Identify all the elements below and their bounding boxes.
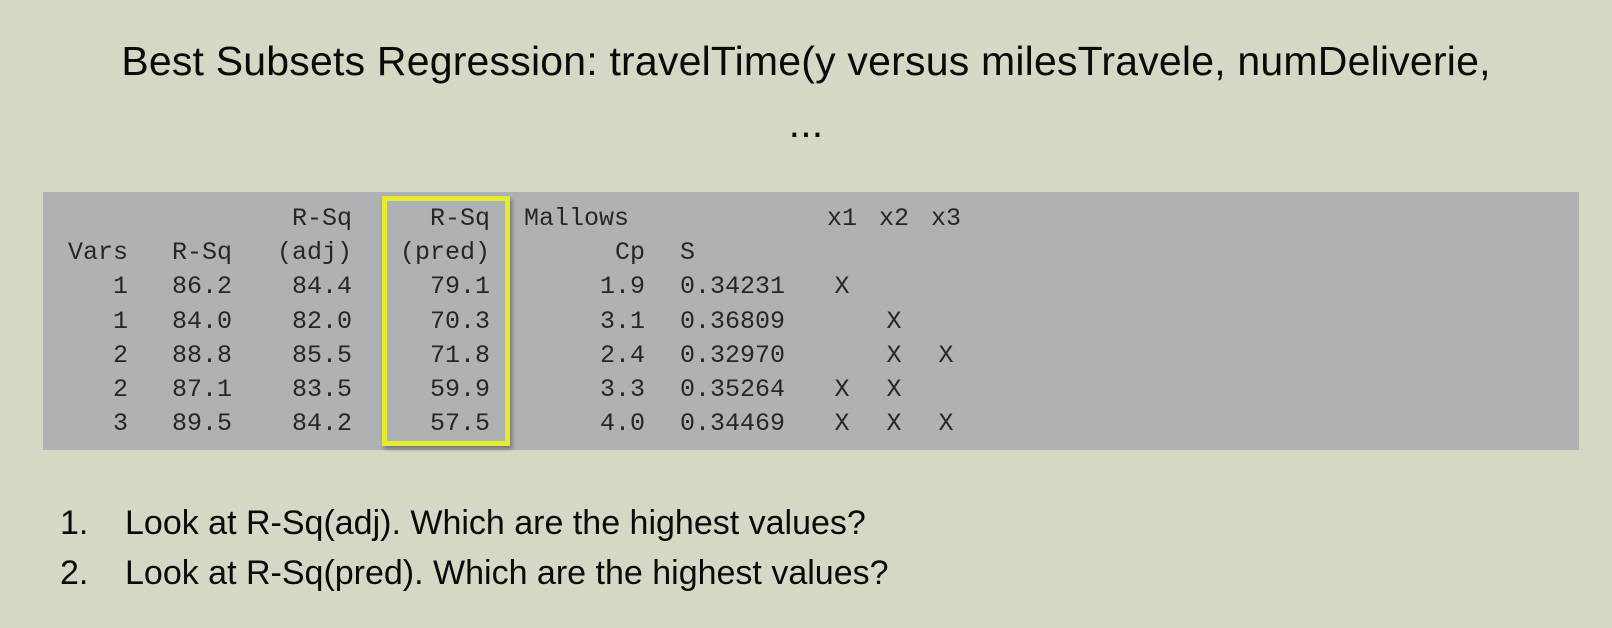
cell-x2 bbox=[874, 270, 914, 304]
cell-vars: 3 bbox=[112, 409, 128, 438]
cell-vars: 2 bbox=[112, 341, 128, 370]
cell-s: 0.32970 bbox=[680, 341, 786, 370]
cell-x2: X bbox=[886, 307, 902, 336]
cell-x3: X bbox=[938, 409, 954, 438]
cell-x3 bbox=[926, 270, 966, 304]
cell-x2: X bbox=[886, 341, 902, 370]
cell-x3 bbox=[926, 305, 966, 339]
cell-x1 bbox=[822, 339, 862, 373]
header-x1: x1 bbox=[826, 204, 857, 233]
cell-rsq: 84.0 bbox=[171, 307, 232, 336]
cell-x1: X bbox=[834, 409, 850, 438]
page-title: Best Subsets Regression: travelTime(y ve… bbox=[0, 30, 1612, 154]
header-x2: x2 bbox=[878, 204, 909, 233]
cell-rsq-adj: 84.4 bbox=[291, 272, 352, 301]
question-text: Look at R-Sq(adj). Which are the highest… bbox=[125, 504, 866, 542]
cell-s: 0.36809 bbox=[680, 307, 786, 336]
question-text: Look at R-Sq(pred). Which are the highes… bbox=[125, 554, 889, 592]
rsq-pred-highlight-box bbox=[382, 196, 510, 446]
question-number: 2. bbox=[60, 554, 89, 592]
cell-x3: X bbox=[938, 341, 954, 370]
cell-rsq: 87.1 bbox=[171, 375, 232, 404]
cell-x1: X bbox=[834, 272, 850, 301]
cell-vars: 2 bbox=[112, 375, 128, 404]
question-item: 2. Look at R-Sq(pred). Which are the hig… bbox=[60, 548, 889, 598]
cell-rsq: 89.5 bbox=[171, 409, 232, 438]
cell-vars: 1 bbox=[112, 272, 128, 301]
cell-x1: X bbox=[834, 375, 850, 404]
title-line-2: ... bbox=[788, 100, 824, 146]
cell-cp: 3.1 bbox=[599, 307, 645, 336]
title-line-1: Best Subsets Regression: travelTime(y ve… bbox=[121, 38, 1491, 84]
header-rsq-pred: R-Sq bbox=[429, 204, 490, 233]
cell-vars: 1 bbox=[112, 307, 128, 336]
cell-rsq-adj: 83.5 bbox=[291, 375, 352, 404]
header-mallows: Mallows bbox=[524, 204, 630, 233]
cell-cp: 3.3 bbox=[599, 375, 645, 404]
cell-rsq-pred: 79.1 bbox=[429, 272, 490, 301]
cell-rsq-adj: 84.2 bbox=[291, 409, 352, 438]
header-rsq-adj: R-Sq bbox=[291, 204, 352, 233]
question-item: 1. Look at R-Sq(adj). Which are the high… bbox=[60, 498, 889, 548]
cell-cp: 1.9 bbox=[599, 272, 645, 301]
cell-s: 0.35264 bbox=[680, 375, 786, 404]
cell-x2: X bbox=[886, 409, 902, 438]
question-number: 1. bbox=[60, 504, 89, 542]
cell-rsq: 86.2 bbox=[171, 272, 232, 301]
cell-x3 bbox=[926, 373, 966, 407]
cell-rsq-pred: 57.5 bbox=[429, 409, 490, 438]
cell-rsq-adj: 82.0 bbox=[291, 307, 352, 336]
cell-s: 0.34231 bbox=[680, 272, 786, 301]
cell-cp: 2.4 bbox=[599, 341, 645, 370]
header-vars: Vars bbox=[67, 238, 128, 267]
output-table-panel bbox=[43, 192, 1579, 450]
cell-x1 bbox=[822, 305, 862, 339]
header-cp: Cp bbox=[614, 238, 645, 267]
cell-cp: 4.0 bbox=[599, 409, 645, 438]
header-s: S bbox=[680, 238, 696, 267]
header-x3: x3 bbox=[930, 204, 961, 233]
cell-x2: X bbox=[886, 375, 902, 404]
cell-rsq-pred: 70.3 bbox=[429, 307, 490, 336]
cell-rsq: 88.8 bbox=[171, 341, 232, 370]
cell-rsq-adj: 85.5 bbox=[291, 341, 352, 370]
question-list: 1. Look at R-Sq(adj). Which are the high… bbox=[60, 498, 889, 598]
header-rsq-adj-sub: (adj) bbox=[276, 238, 352, 267]
cell-s: 0.34469 bbox=[680, 409, 786, 438]
cell-rsq-pred: 71.8 bbox=[429, 341, 490, 370]
cell-rsq-pred: 59.9 bbox=[429, 375, 490, 404]
header-rsq-pred-sub: (pred) bbox=[399, 238, 490, 267]
header-rsq: R-Sq bbox=[171, 238, 232, 267]
